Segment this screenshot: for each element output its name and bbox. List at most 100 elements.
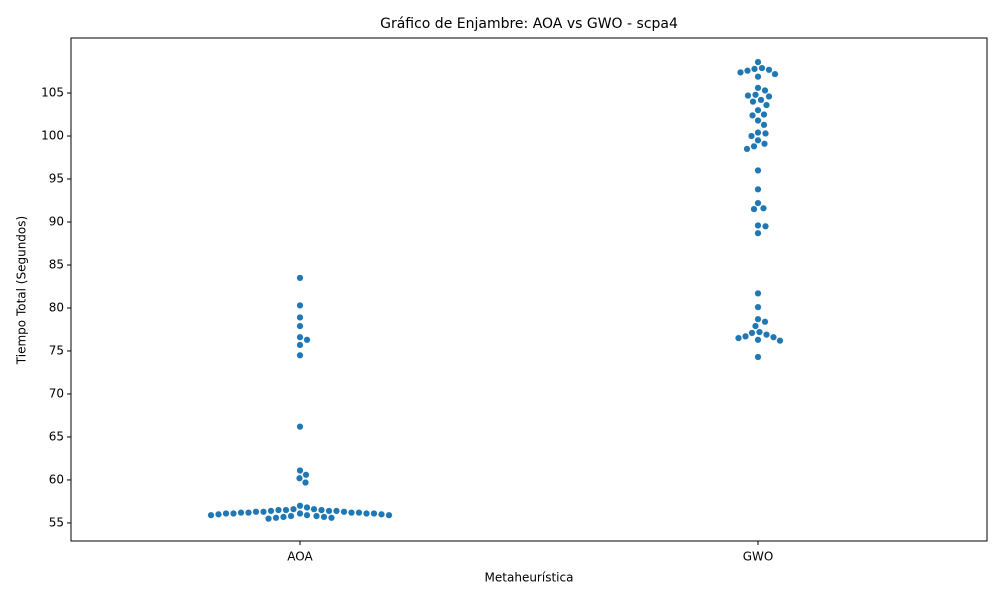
- swarm-point: [296, 423, 304, 431]
- swarm-point: [737, 68, 745, 76]
- swarm-point: [761, 140, 769, 148]
- swarm-point: [757, 96, 765, 104]
- y-tick-label: 80: [49, 300, 64, 314]
- swarm-point: [260, 508, 268, 516]
- x-tick-label: AOA: [287, 550, 313, 564]
- swarm-point: [756, 328, 764, 336]
- swarm-point: [763, 101, 771, 109]
- swarm-point: [237, 509, 245, 517]
- swarm-point: [348, 509, 356, 517]
- swarm-point: [748, 132, 756, 140]
- swarm-point: [296, 333, 304, 341]
- swarm-point: [303, 503, 311, 511]
- swarm-point: [754, 73, 762, 81]
- swarm-point: [229, 509, 237, 517]
- swarm-point: [325, 507, 333, 515]
- swarm-point: [735, 334, 743, 342]
- swarm-point: [754, 129, 762, 137]
- swarm-point: [761, 318, 769, 326]
- swarm-point: [754, 166, 762, 174]
- swarm-point: [296, 509, 304, 517]
- swarm-point: [760, 111, 768, 119]
- swarm-point: [302, 471, 310, 479]
- swarm-point: [303, 336, 311, 344]
- swarm-point: [754, 221, 762, 229]
- swarm-point: [296, 466, 304, 474]
- swarm-point: [302, 479, 310, 487]
- swarm-point: [754, 289, 762, 297]
- swarm-point: [752, 322, 760, 330]
- swarm-point: [272, 514, 280, 522]
- x-tick-label: GWO: [743, 550, 774, 564]
- swarm-point: [296, 274, 304, 282]
- swarm-point: [752, 91, 760, 99]
- swarm-point: [751, 65, 759, 73]
- swarm-point: [363, 509, 371, 517]
- swarm-point: [282, 506, 290, 514]
- swarm-point: [754, 185, 762, 193]
- swarm-point: [310, 505, 318, 513]
- y-tick-label: 60: [49, 472, 64, 486]
- swarm-point: [328, 514, 336, 522]
- swarm-point: [762, 129, 770, 137]
- swarm-point: [296, 313, 304, 321]
- swarm-point: [758, 64, 766, 72]
- swarm-point: [744, 92, 752, 100]
- swarm-point: [214, 510, 222, 518]
- swarm-point: [754, 303, 762, 311]
- swarm-point: [333, 507, 341, 515]
- swarm-point: [296, 322, 304, 330]
- swarm-point: [385, 511, 393, 519]
- chart-title: Gráfico de Enjambre: AOA vs GWO - scpa4: [380, 16, 678, 32]
- swarm-point: [770, 333, 778, 341]
- swarm-point: [275, 506, 283, 514]
- swarm-point: [754, 136, 762, 144]
- x-axis-label: Metaheurística: [485, 571, 574, 585]
- swarm-point: [754, 106, 762, 114]
- swarm-point: [754, 84, 762, 92]
- swarm-point: [287, 512, 295, 520]
- swarm-point: [267, 507, 275, 515]
- swarm-point: [760, 204, 768, 212]
- y-axis-label: Tiempo Total (Segundos): [15, 216, 29, 365]
- y-tick-label: 70: [49, 386, 64, 400]
- swarm-point: [296, 502, 304, 510]
- y-tick-label: 85: [49, 257, 64, 271]
- swarm-point: [296, 341, 304, 349]
- y-tick-label: 65: [49, 429, 64, 443]
- y-tick-label: 55: [49, 515, 64, 529]
- swarm-point: [265, 515, 273, 523]
- swarm-point: [313, 512, 321, 520]
- swarm-point: [296, 474, 304, 482]
- swarm-point: [207, 511, 215, 519]
- swarm-point: [742, 332, 750, 340]
- swarm-point: [750, 142, 758, 150]
- swarm-point: [763, 331, 771, 339]
- swarm-point: [749, 111, 757, 119]
- swarm-point: [754, 58, 762, 66]
- swarm-point: [754, 199, 762, 207]
- plot-frame: [70, 37, 988, 542]
- swarm-point: [318, 506, 326, 514]
- swarm-point: [744, 67, 752, 75]
- swarm-point: [776, 337, 784, 345]
- swarm-point: [754, 117, 762, 125]
- swarm-point: [754, 315, 762, 323]
- y-tick-label: 75: [49, 343, 64, 357]
- swarm-point: [370, 509, 378, 517]
- swarm-point: [222, 509, 230, 517]
- swarm-point: [754, 229, 762, 237]
- y-tick-label: 90: [49, 215, 64, 229]
- swarm-point: [762, 222, 770, 230]
- swarm-point: [296, 351, 304, 359]
- swarm-point: [340, 508, 348, 516]
- swarm-point: [355, 509, 363, 517]
- swarm-point: [378, 510, 386, 518]
- y-tick-label: 100: [41, 129, 64, 143]
- swarm-point: [280, 513, 288, 521]
- swarm-point: [252, 508, 260, 516]
- swarm-point: [748, 329, 756, 337]
- swarm-point: [244, 509, 252, 517]
- swarm-point: [296, 301, 304, 309]
